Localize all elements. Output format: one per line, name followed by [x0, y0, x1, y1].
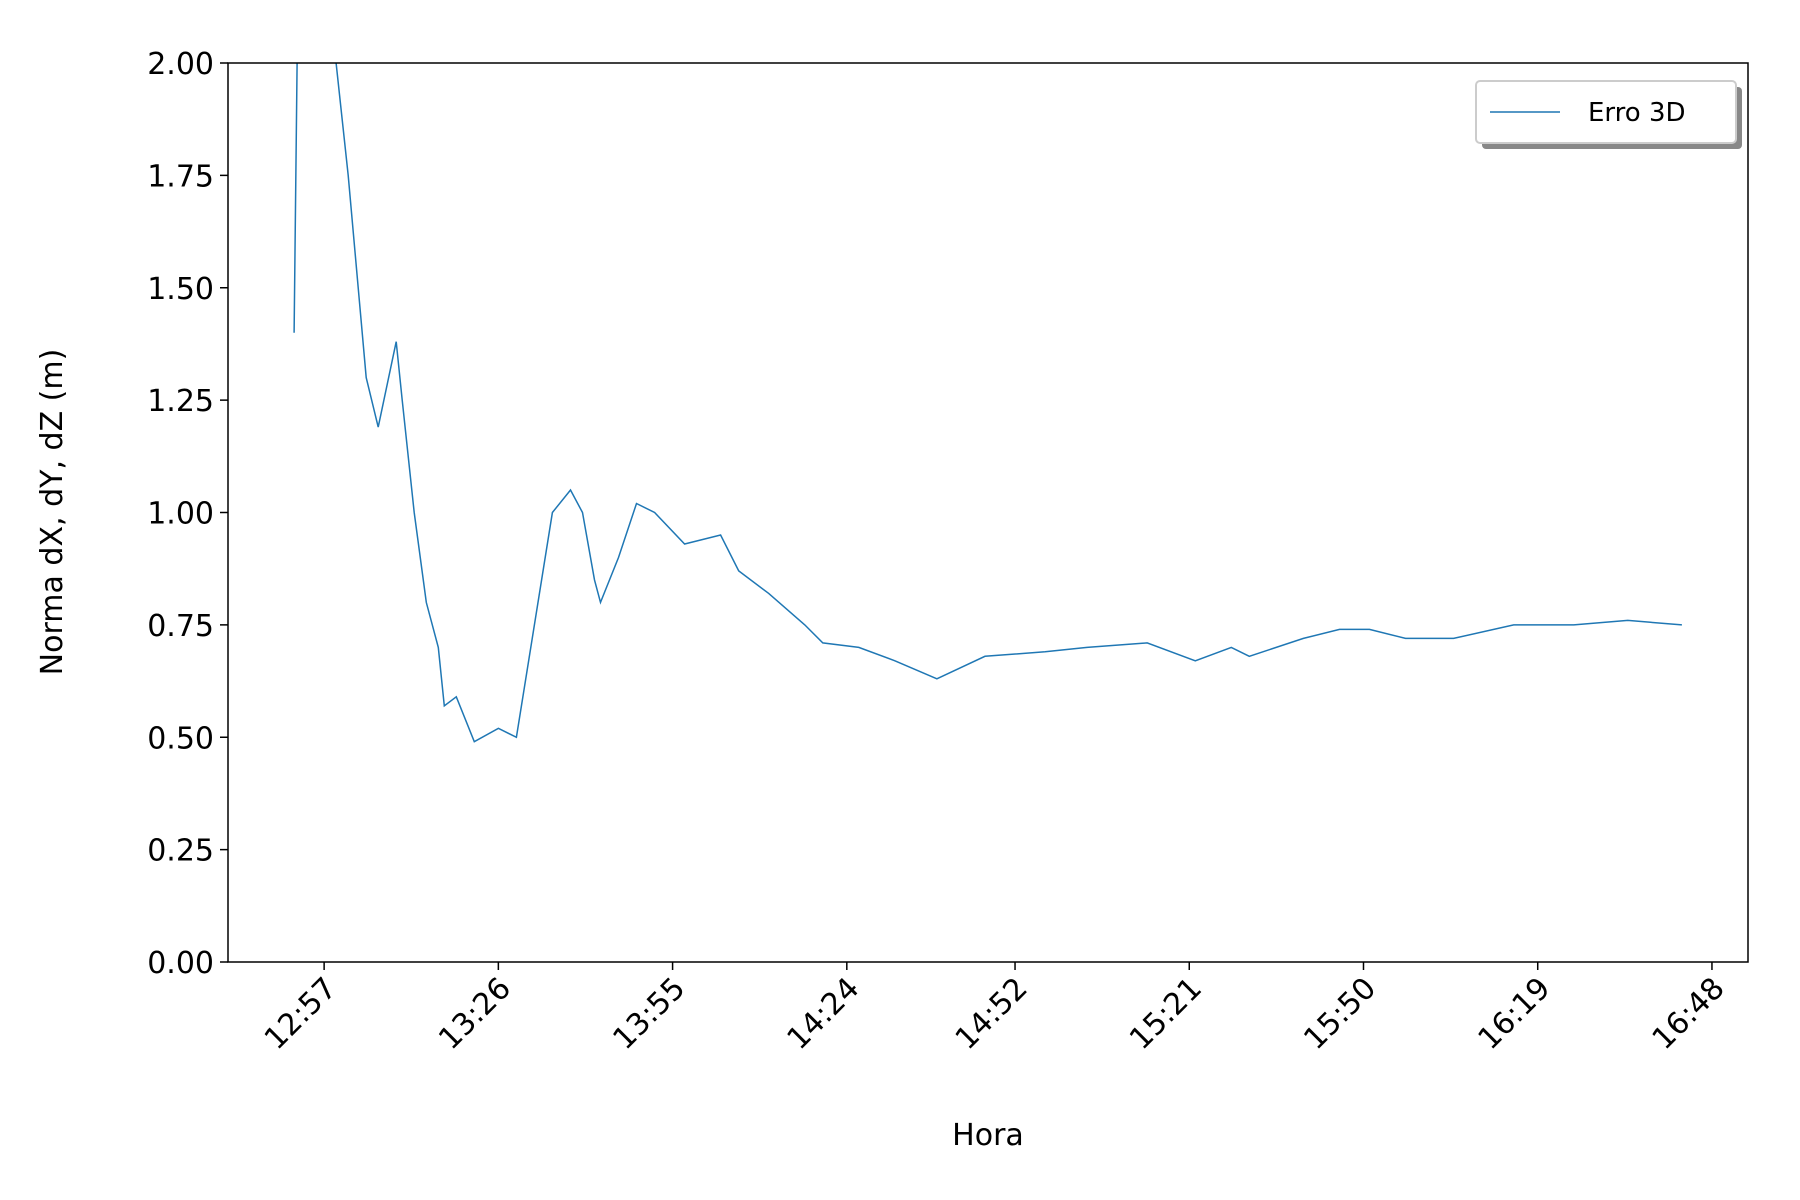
x-tick-label: 16:48 [1646, 971, 1732, 1057]
x-tick-label: 15:50 [1297, 971, 1383, 1057]
y-tick-label: 0.75 [147, 609, 214, 644]
y-tick-label: 1.00 [147, 497, 214, 532]
legend-label: Erro 3D [1588, 98, 1686, 128]
x-tick-label: 13:26 [432, 971, 518, 1057]
y-tick-label: 1.25 [147, 384, 214, 419]
data-line [293, 63, 1682, 743]
y-tick-label: 0.50 [147, 721, 214, 756]
y-tick-label: 0.25 [147, 834, 214, 869]
x-tick-label: 14:24 [781, 971, 867, 1057]
plot-frame [227, 62, 1749, 963]
x-tick-label: 14:52 [949, 971, 1035, 1057]
legend-box [1475, 80, 1737, 144]
x-tick-label: 13:55 [606, 971, 692, 1057]
y-tick-label: 1.75 [147, 159, 214, 194]
y-tick-label: 2.00 [147, 47, 214, 82]
x-axis-label: Hora [952, 1118, 1024, 1153]
x-tick-label: 16:19 [1471, 971, 1557, 1057]
x-tick-label: 12:57 [258, 971, 344, 1057]
y-tick-label: 1.50 [147, 272, 214, 307]
y-tick-label: 0.00 [147, 946, 214, 981]
x-tick-label: 15:21 [1123, 971, 1209, 1057]
y-axis-label: Norma dX, dY, dZ (m) [35, 349, 70, 676]
